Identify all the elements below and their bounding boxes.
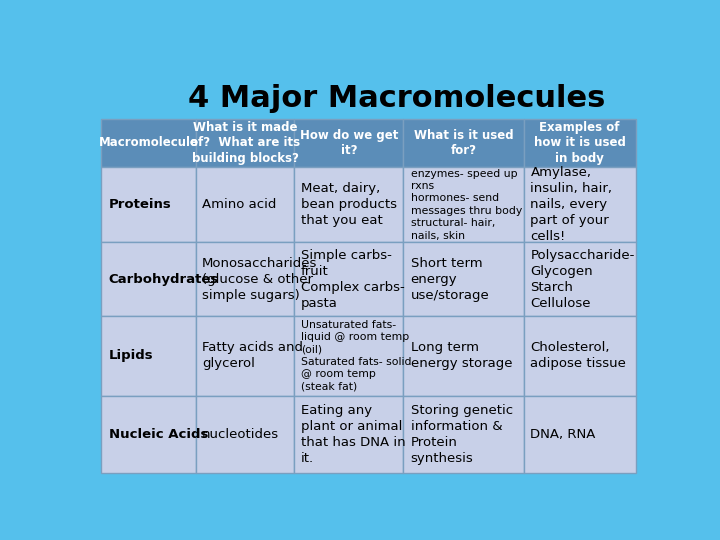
Text: Monosaccharides
(glucose & other
simple sugars): Monosaccharides (glucose & other simple … [202,257,318,302]
Text: Carbohydrates: Carbohydrates [109,273,219,286]
Bar [403,119,523,167]
Text: Nucleic Acids: Nucleic Acids [109,428,208,441]
Text: Eating any
plant or animal
that has DNA in
it.: Eating any plant or animal that has DNA … [301,404,405,465]
Bar [523,242,636,316]
Text: Cholesterol,
adipose tissue: Cholesterol, adipose tissue [531,341,626,370]
Text: enzymes- speed up
rxns
hormones- send
messages thru body
structural- hair,
nails: enzymes- speed up rxns hormones- send me… [410,168,522,240]
Bar [523,316,636,396]
Text: Macromolecule: Macromolecule [99,136,199,149]
Bar [294,242,403,316]
Text: Examples of
how it is used
in body: Examples of how it is used in body [534,121,626,165]
Bar [403,316,523,396]
Bar [403,167,523,242]
Text: Amino acid: Amino acid [202,198,276,211]
Bar [294,167,403,242]
Bar [294,396,403,473]
Bar [403,396,523,473]
Text: Fatty acids and
glycerol: Fatty acids and glycerol [202,341,303,370]
Text: How do we get
it?: How do we get it? [300,129,398,157]
Text: nucleotides: nucleotides [202,428,279,441]
Text: Meat, dairy,
bean products
that you eat: Meat, dairy, bean products that you eat [301,182,397,227]
Bar [197,119,294,167]
Bar [523,119,636,167]
Text: Polysaccharide-
Glycogen
Starch
Cellulose: Polysaccharide- Glycogen Starch Cellulos… [531,249,635,310]
Text: Amylase,
insulin, hair,
nails, every
part of your
cells!: Amylase, insulin, hair, nails, every par… [531,166,613,243]
Text: 4 Major Macromolecules: 4 Major Macromolecules [188,84,606,112]
Text: What is it used
for?: What is it used for? [414,129,513,157]
Text: Proteins: Proteins [109,198,171,211]
Bar [294,119,403,167]
Bar [197,316,294,396]
Bar [403,242,523,316]
Bar [101,242,197,316]
Bar [197,167,294,242]
Text: Long term
energy storage: Long term energy storage [410,341,512,370]
Text: Storing genetic
information &
Protein
synthesis: Storing genetic information & Protein sy… [410,404,513,465]
Bar [101,316,197,396]
Text: Short term
energy
use/storage: Short term energy use/storage [410,257,490,302]
Bar [523,396,636,473]
Text: What is it made
of?  What are its
building blocks?: What is it made of? What are its buildin… [190,121,300,165]
Bar [101,119,197,167]
Bar [101,396,197,473]
Bar [197,242,294,316]
Text: Lipids: Lipids [109,349,153,362]
Text: Unsaturated fats-
liquid @ room temp
(oil)
Saturated fats- solid
@ room temp
(st: Unsaturated fats- liquid @ room temp (oi… [301,320,411,392]
Text: DNA, RNA: DNA, RNA [531,428,596,441]
Bar [294,316,403,396]
Bar [197,396,294,473]
Bar [101,167,197,242]
Bar [523,167,636,242]
Text: Simple carbs-
fruit
Complex carbs-
pasta: Simple carbs- fruit Complex carbs- pasta [301,249,405,310]
